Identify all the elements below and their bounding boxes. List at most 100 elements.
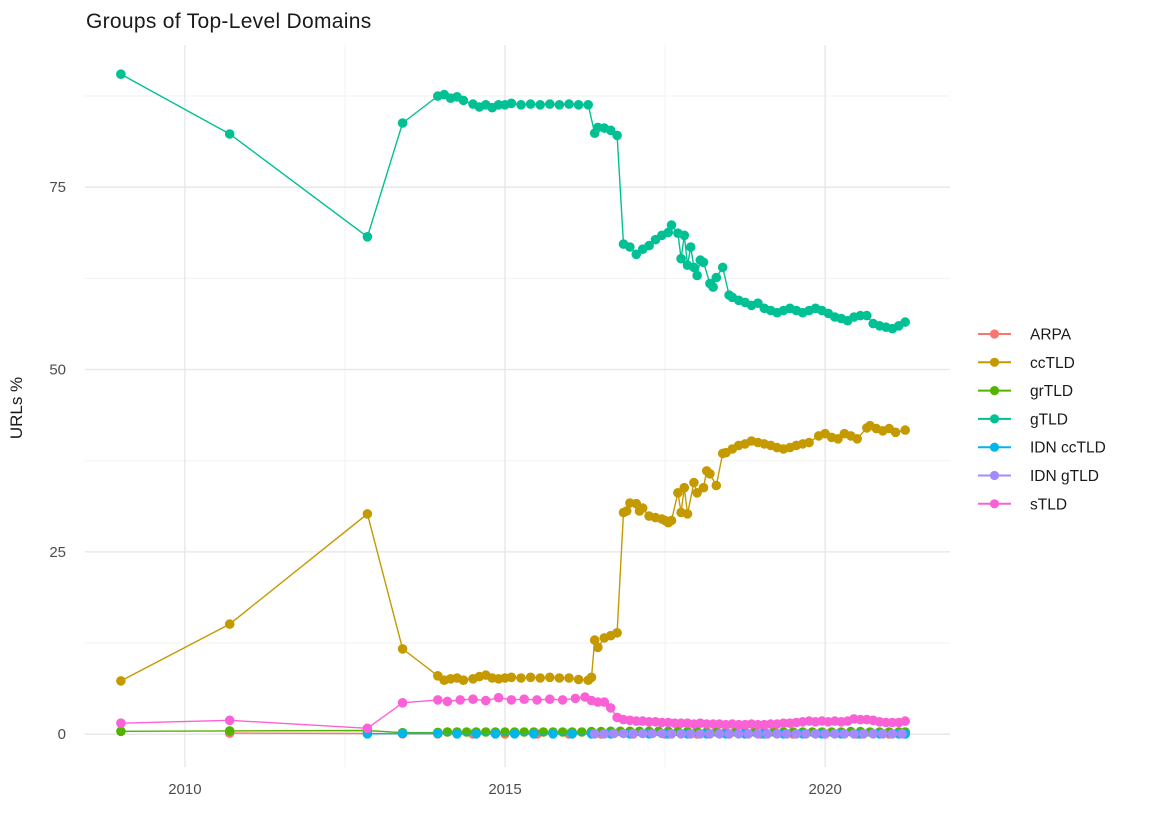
data-point: [810, 729, 821, 739]
x-axis-tick-labels: 2010 2015 2020: [168, 781, 842, 798]
data-point: [577, 727, 587, 737]
legend-item-gTLD: gTLD: [978, 411, 1068, 428]
data-point: [589, 729, 600, 739]
data-point: [698, 257, 709, 268]
data-point: [849, 729, 859, 739]
data-point: [878, 729, 888, 739]
data-point: [452, 729, 462, 739]
data-point: [609, 728, 619, 739]
data-point: [573, 674, 584, 685]
legend-item-ARPA: ARPA: [978, 327, 1072, 344]
legend-key-dot: [989, 386, 1000, 396]
data-point: [605, 125, 616, 136]
data-point: [397, 698, 408, 708]
data-point: [676, 729, 686, 739]
data-point: [116, 718, 126, 728]
data-point: [548, 729, 558, 739]
data-point: [647, 728, 658, 739]
data-point: [900, 716, 910, 726]
data-point: [679, 482, 690, 493]
data-point: [781, 729, 792, 739]
data-point: [500, 727, 510, 737]
data-point: [762, 729, 773, 739]
data-point: [685, 729, 696, 739]
data-point: [506, 695, 517, 705]
data-point: [567, 729, 577, 739]
data-point: [535, 100, 545, 110]
data-point: [461, 727, 472, 737]
data-point: [804, 437, 814, 448]
series-gTLD: [116, 69, 910, 334]
legend: ARPA ccTLD grTLD gTLD IDN ccTLD IDN gTLD sTLD: [978, 327, 1106, 513]
legend-label: IDN ccTLD: [1030, 440, 1106, 457]
data-point: [637, 503, 648, 513]
data-point: [516, 100, 526, 110]
data-point: [490, 729, 501, 739]
data-point: [442, 727, 453, 737]
data-point: [644, 240, 654, 251]
data-point: [564, 673, 574, 683]
data-point: [564, 99, 574, 109]
data-point: [589, 635, 600, 645]
series-sTLD: [116, 692, 910, 734]
data-point: [538, 727, 549, 737]
data-point: [897, 729, 907, 739]
data-point: [682, 509, 693, 519]
data-point: [612, 628, 622, 638]
data-point: [791, 729, 802, 739]
data-point: [573, 100, 584, 110]
data-point: [714, 729, 725, 739]
data-point: [362, 509, 373, 519]
data-point: [657, 728, 667, 739]
legend-item-grTLD: grTLD: [978, 383, 1073, 400]
data-point: [605, 703, 616, 713]
data-point: [525, 99, 536, 109]
x-tick-label: 2015: [488, 781, 521, 798]
data-point: [628, 728, 638, 739]
y-tick-label: 25: [49, 544, 66, 561]
data-point: [458, 675, 469, 685]
data-point: [833, 434, 843, 444]
y-axis-title: URLs %: [7, 377, 26, 439]
data-point: [545, 99, 555, 109]
series-line-gTLD: [120, 73, 906, 330]
legend-key-dot: [989, 442, 1000, 452]
data-point: [433, 728, 443, 739]
data-point: [637, 728, 648, 739]
data-point: [593, 642, 603, 653]
data-point: [890, 427, 901, 438]
data-point: [481, 727, 491, 737]
data-point: [689, 477, 699, 488]
data-point: [224, 619, 235, 629]
data-point: [868, 729, 878, 739]
data-point: [733, 729, 744, 739]
data-point: [545, 694, 555, 704]
data-point: [695, 729, 706, 739]
data-point: [679, 230, 690, 241]
data-point: [753, 298, 763, 309]
data-point: [705, 729, 715, 739]
data-point: [801, 729, 811, 739]
series-layer: [116, 69, 910, 739]
data-point: [481, 695, 491, 706]
legend-item-IDN-gTLD: IDN gTLD: [978, 468, 1099, 485]
legend-label: sTLD: [1030, 496, 1067, 513]
data-point: [506, 98, 517, 109]
data-point: [116, 676, 126, 686]
legend-key-dot: [989, 329, 1000, 339]
data-point: [224, 726, 235, 736]
legend-item-ccTLD: ccTLD: [978, 355, 1075, 372]
legend-label: IDN gTLD: [1030, 468, 1099, 485]
legend-key-dot: [989, 470, 1000, 481]
legend-item-IDN-ccTLD: IDN ccTLD: [978, 440, 1106, 457]
legend-label: grTLD: [1030, 383, 1073, 400]
data-point: [692, 270, 702, 281]
data-point: [711, 480, 722, 491]
data-point: [830, 729, 840, 739]
data-point: [666, 729, 677, 739]
data-point: [458, 95, 469, 106]
data-point: [862, 310, 872, 321]
data-point: [820, 729, 830, 739]
